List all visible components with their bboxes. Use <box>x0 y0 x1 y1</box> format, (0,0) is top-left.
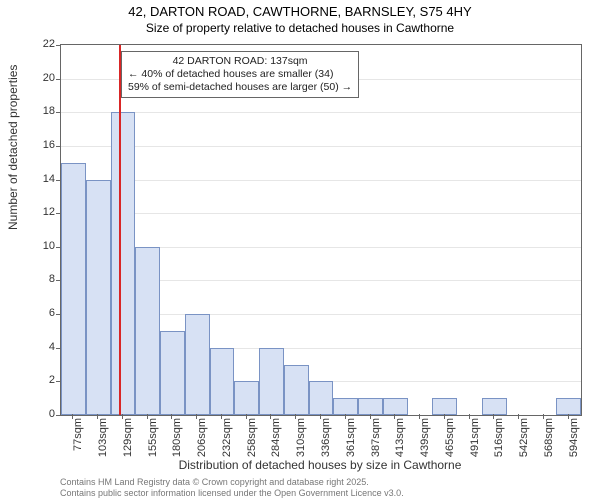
histogram-bar <box>210 348 235 415</box>
ytick-label: 12 <box>25 206 55 218</box>
histogram-bar <box>61 163 86 415</box>
xtick-label: 232sqm <box>221 418 233 462</box>
annotation-line2: ← 40% of detached houses are smaller (34… <box>128 68 352 81</box>
gridline <box>61 180 581 181</box>
ytick-label: 2 <box>25 374 55 386</box>
xtick-label: 155sqm <box>147 418 159 462</box>
footer-line2: Contains public sector information licen… <box>60 488 404 498</box>
gridline <box>61 213 581 214</box>
chart-title: 42, DARTON ROAD, CAWTHORNE, BARNSLEY, S7… <box>0 0 600 21</box>
xtick-label: 516sqm <box>493 418 505 462</box>
annotation-line1: 42 DARTON ROAD: 137sqm <box>128 55 352 68</box>
xtick-label: 387sqm <box>370 418 382 462</box>
property-marker-line <box>119 45 121 415</box>
ytick-label: 22 <box>25 38 55 50</box>
xtick-label: 413sqm <box>394 418 406 462</box>
ytick-label: 10 <box>25 240 55 252</box>
xtick-label: 568sqm <box>543 418 555 462</box>
xtick-label: 594sqm <box>568 418 580 462</box>
histogram-bar <box>358 398 383 415</box>
xtick-label: 491sqm <box>469 418 481 462</box>
histogram-bar <box>86 180 111 415</box>
footer-line1: Contains HM Land Registry data © Crown c… <box>60 477 404 487</box>
footer-attribution: Contains HM Land Registry data © Crown c… <box>60 477 404 498</box>
ytick-label: 20 <box>25 72 55 84</box>
xtick-label: 129sqm <box>122 418 134 462</box>
histogram-bar <box>111 112 136 415</box>
xtick-label: 258sqm <box>246 418 258 462</box>
ytick-label: 14 <box>25 173 55 185</box>
xtick-label: 206sqm <box>196 418 208 462</box>
histogram-bar <box>284 365 309 415</box>
chart-subtitle: Size of property relative to detached ho… <box>0 21 600 35</box>
histogram-bar <box>383 398 408 415</box>
xtick-label: 180sqm <box>171 418 183 462</box>
xtick-label: 284sqm <box>270 418 282 462</box>
ytick-mark <box>56 112 61 113</box>
xtick-label: 465sqm <box>444 418 456 462</box>
ytick-label: 0 <box>25 408 55 420</box>
ytick-mark <box>56 45 61 46</box>
histogram-bar <box>309 381 334 415</box>
ytick-label: 6 <box>25 307 55 319</box>
ytick-label: 16 <box>25 139 55 151</box>
ytick-mark <box>56 146 61 147</box>
gridline <box>61 112 581 113</box>
ytick-mark <box>56 79 61 80</box>
histogram-bar <box>333 398 358 415</box>
histogram-bar <box>259 348 284 415</box>
histogram-bar <box>432 398 457 415</box>
gridline <box>61 146 581 147</box>
annotation-line3: 59% of semi-detached houses are larger (… <box>128 81 352 94</box>
xtick-label: 542sqm <box>518 418 530 462</box>
xtick-label: 336sqm <box>320 418 332 462</box>
xtick-label: 77sqm <box>72 418 84 462</box>
histogram-bar <box>556 398 581 415</box>
histogram-bar <box>185 314 210 415</box>
histogram-bar <box>234 381 259 415</box>
y-axis-label: Number of detached properties <box>6 65 20 230</box>
ytick-label: 8 <box>25 273 55 285</box>
histogram-bar <box>160 331 185 415</box>
annotation-box: 42 DARTON ROAD: 137sqm ← 40% of detached… <box>121 51 359 98</box>
histogram-bar <box>135 247 160 415</box>
ytick-label: 18 <box>25 105 55 117</box>
ytick-label: 4 <box>25 341 55 353</box>
xtick-label: 103sqm <box>97 418 109 462</box>
xtick-label: 310sqm <box>295 418 307 462</box>
xtick-label: 361sqm <box>345 418 357 462</box>
xtick-label: 439sqm <box>419 418 431 462</box>
plot-area: 42 DARTON ROAD: 137sqm ← 40% of detached… <box>60 44 582 416</box>
chart-container: 42, DARTON ROAD, CAWTHORNE, BARNSLEY, S7… <box>0 0 600 500</box>
histogram-bar <box>482 398 507 415</box>
ytick-mark <box>56 415 61 416</box>
